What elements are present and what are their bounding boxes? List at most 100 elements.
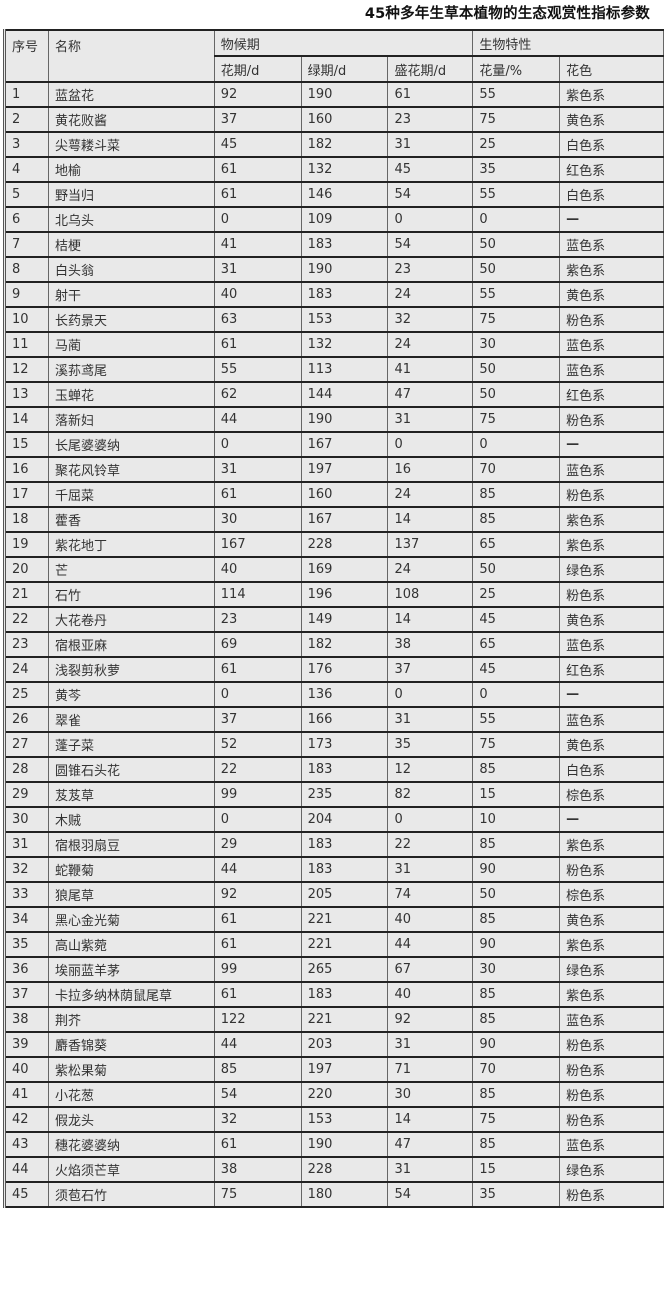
cell-name: 白头翁 (47, 256, 215, 283)
table-row: 2 黄花败酱 37 160 23 75 黄色系 (4, 106, 664, 133)
cell-amount: 85 (472, 981, 561, 1008)
cell-amount: 35 (472, 1181, 561, 1208)
cell-color: 绿色系 (559, 1156, 664, 1183)
cell-peak: 54 (387, 231, 474, 258)
cell-index: 24 (4, 656, 49, 683)
cell-name: 溪荪鸢尾 (47, 356, 215, 383)
cell-flowering: 38 (213, 1156, 302, 1183)
table-row: 3 尖萼耧斗菜 45 182 31 25 白色系 (4, 131, 664, 158)
cell-index: 45 (4, 1181, 49, 1208)
cell-amount: 50 (472, 256, 561, 283)
cell-peak: 14 (387, 1106, 474, 1133)
cell-name: 玉蝉花 (47, 381, 215, 408)
cell-name: 尖萼耧斗菜 (47, 131, 215, 158)
cell-name: 小花葱 (47, 1081, 215, 1108)
cell-amount: 70 (472, 1056, 561, 1083)
cell-index: 5 (4, 181, 49, 208)
cell-peak: 40 (387, 906, 474, 933)
cell-index: 4 (4, 156, 49, 183)
cell-color: 粉色系 (559, 581, 664, 608)
cell-color: 粉色系 (559, 306, 664, 333)
cell-index: 28 (4, 756, 49, 783)
cell-green: 190 (300, 1131, 389, 1158)
cell-color: 黄色系 (559, 281, 664, 308)
cell-green: 146 (300, 181, 389, 208)
cell-name: 圆锥石头花 (47, 756, 215, 783)
table-row: 43 穗花婆婆纳 61 190 47 85 蓝色系 (4, 1131, 664, 1158)
cell-color: 红色系 (559, 656, 664, 683)
table-row: 15 长尾婆婆纳 0 167 0 0— (4, 431, 664, 458)
cell-name: 北乌头 (47, 206, 215, 233)
cell-flowering: 63 (213, 306, 302, 333)
table-row: 16 聚花风铃草 31 197 16 70 蓝色系 (4, 456, 664, 483)
table-row: 26 翠雀 37 166 31 55 蓝色系 (4, 706, 664, 733)
cell-peak: 16 (387, 456, 474, 483)
cell-peak: 31 (387, 1156, 474, 1183)
cell-amount: 70 (472, 456, 561, 483)
cell-peak: 82 (387, 781, 474, 808)
cell-index: 6 (4, 206, 49, 233)
cell-color: 绿色系 (559, 556, 664, 583)
cell-index: 21 (4, 581, 49, 608)
cell-name: 射干 (47, 281, 215, 308)
cell-amount: 85 (472, 831, 561, 858)
cell-amount: 45 (472, 656, 561, 683)
header-biology: 生物特性 (472, 29, 664, 57)
cell-name: 紫花地丁 (47, 531, 215, 558)
cell-peak: 47 (387, 381, 474, 408)
cell-green: 183 (300, 981, 389, 1008)
cell-amount: 10 (472, 806, 561, 833)
cell-flowering: 44 (213, 856, 302, 883)
cell-green: 221 (300, 1006, 389, 1033)
cell-name: 浅裂剪秋萝 (47, 656, 215, 683)
table-row: 30 木贼 0 204 0 10— (4, 806, 664, 833)
cell-name: 宿根羽扇豆 (47, 831, 215, 858)
table-row: 27 蓬子菜 52 173 35 75 黄色系 (4, 731, 664, 758)
cell-name: 麝香锦葵 (47, 1031, 215, 1058)
cell-flowering: 61 (213, 481, 302, 508)
cell-amount: 25 (472, 581, 561, 608)
cell-index: 44 (4, 1156, 49, 1183)
cell-index: 8 (4, 256, 49, 283)
cell-color: 粉色系 (559, 1106, 664, 1133)
header-color: 花色 (559, 55, 664, 83)
cell-peak: 24 (387, 331, 474, 358)
header-peak: 盛花期/d (387, 55, 474, 83)
table-row: 28 圆锥石头花 22 183 12 85 白色系 (4, 756, 664, 783)
cell-green: 190 (300, 406, 389, 433)
cell-amount: 75 (472, 731, 561, 758)
cell-amount: 65 (472, 531, 561, 558)
cell-amount: 45 (472, 606, 561, 633)
table-row: 7 桔梗 41 183 54 50 蓝色系 (4, 231, 664, 258)
table-row: 23 宿根亚麻 69 182 38 65 蓝色系 (4, 631, 664, 658)
table-row: 20 芒 40 169 24 50 绿色系 (4, 556, 664, 583)
cell-name: 芨芨草 (47, 781, 215, 808)
table-row: 29 芨芨草 99 235 82 15 棕色系 (4, 781, 664, 808)
cell-flowering: 55 (213, 356, 302, 383)
cell-name: 宿根亚麻 (47, 631, 215, 658)
cell-color: 蓝色系 (559, 706, 664, 733)
cell-amount: 30 (472, 331, 561, 358)
cell-name: 地榆 (47, 156, 215, 183)
cell-flowering: 61 (213, 981, 302, 1008)
table-row: 4 地榆 61 132 45 35 红色系 (4, 156, 664, 183)
cell-name: 大花卷丹 (47, 606, 215, 633)
cell-peak: 0 (387, 681, 474, 708)
cell-flowering: 61 (213, 156, 302, 183)
cell-index: 18 (4, 506, 49, 533)
cell-index: 15 (4, 431, 49, 458)
table-row: 10 长药景天 63 153 32 75 粉色系 (4, 306, 664, 333)
cell-name: 荆芥 (47, 1006, 215, 1033)
table-row: 39 麝香锦葵 44 203 31 90 粉色系 (4, 1031, 664, 1058)
cell-green: 153 (300, 306, 389, 333)
cell-amount: 75 (472, 406, 561, 433)
cell-green: 205 (300, 881, 389, 908)
cell-color: 红色系 (559, 381, 664, 408)
cell-green: 228 (300, 1156, 389, 1183)
cell-peak: 45 (387, 156, 474, 183)
cell-color: 黄色系 (559, 606, 664, 633)
cell-flowering: 61 (213, 656, 302, 683)
cell-index: 30 (4, 806, 49, 833)
header-name: 名称 (47, 29, 215, 83)
cell-name: 落新妇 (47, 406, 215, 433)
